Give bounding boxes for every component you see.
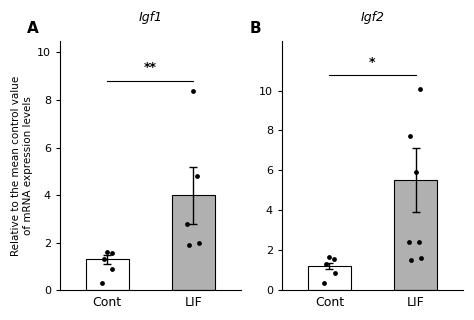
Point — [109, 266, 116, 271]
Bar — [86, 260, 129, 290]
Text: B: B — [249, 20, 261, 36]
Point — [195, 240, 202, 245]
Bar — [308, 266, 351, 290]
Bar — [394, 180, 437, 290]
Title: Igf1: Igf1 — [138, 11, 163, 24]
Text: **: ** — [144, 61, 157, 74]
Point — [417, 256, 425, 261]
Title: Igf2: Igf2 — [360, 11, 384, 24]
Point — [330, 257, 337, 262]
Point — [416, 86, 424, 91]
Point — [408, 258, 415, 263]
Point — [406, 240, 413, 245]
Point — [185, 243, 193, 248]
Bar — [172, 195, 215, 290]
Point — [407, 134, 414, 139]
Point — [103, 250, 111, 255]
Point — [183, 221, 191, 226]
Text: *: * — [369, 56, 376, 68]
Point — [108, 251, 115, 256]
Point — [320, 281, 328, 286]
Point — [326, 255, 333, 260]
Point — [98, 281, 106, 286]
Point — [100, 257, 108, 262]
Point — [193, 173, 201, 179]
Point — [190, 88, 197, 93]
Y-axis label: Relative to the mean control value
of mRNA expression levels: Relative to the mean control value of mR… — [11, 75, 33, 256]
Point — [415, 240, 423, 245]
Point — [322, 262, 330, 267]
Text: A: A — [27, 20, 39, 36]
Point — [331, 271, 338, 276]
Point — [412, 170, 419, 175]
